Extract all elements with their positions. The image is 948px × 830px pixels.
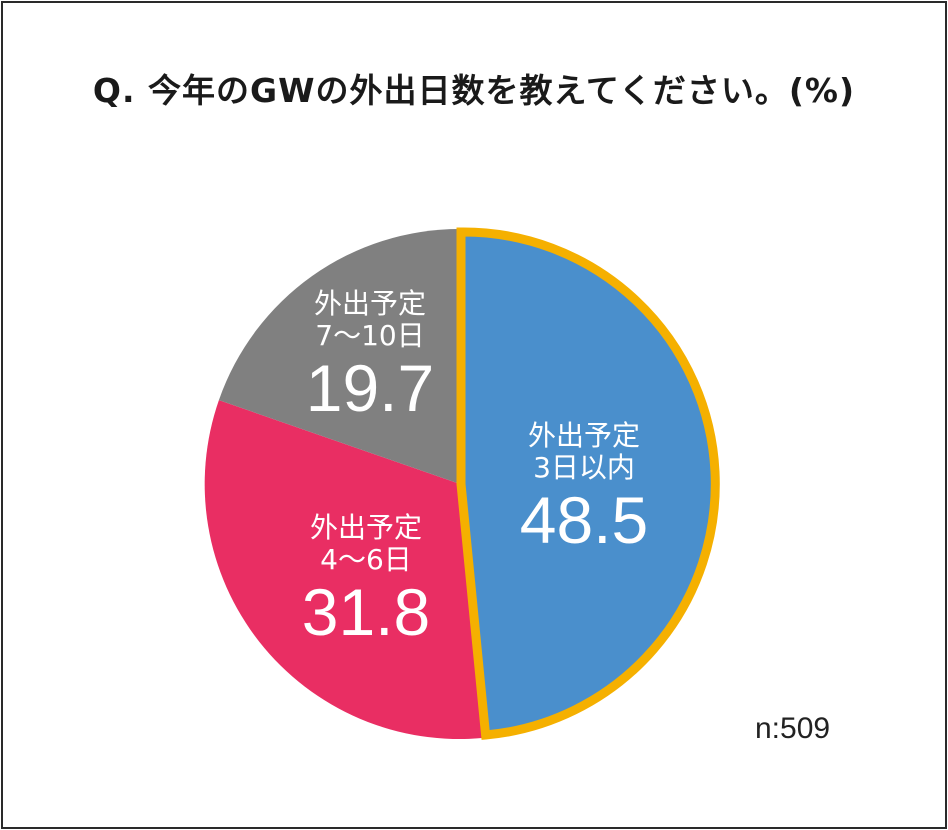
sample-size: n:509	[755, 712, 831, 745]
chart-title: Q. 今年のGWの外出日数を教えてください。(%)	[92, 71, 856, 110]
slice-3-days-or-less	[456, 227, 720, 740]
slice-7-10-days	[218, 228, 460, 484]
value-7-10-days: 19.7	[305, 351, 435, 426]
value-3-days-or-less: 48.5	[519, 483, 649, 558]
slice-4-6-days	[204, 400, 485, 740]
label-3-days-or-less: 外出予定 3日以内 48.5	[494, 419, 674, 558]
value-4-6-days: 31.8	[301, 575, 431, 650]
label-7-10-days: 外出予定 7〜10日 19.7	[280, 287, 460, 426]
label-4-6-days: 外出予定 4〜6日 31.8	[276, 511, 456, 650]
